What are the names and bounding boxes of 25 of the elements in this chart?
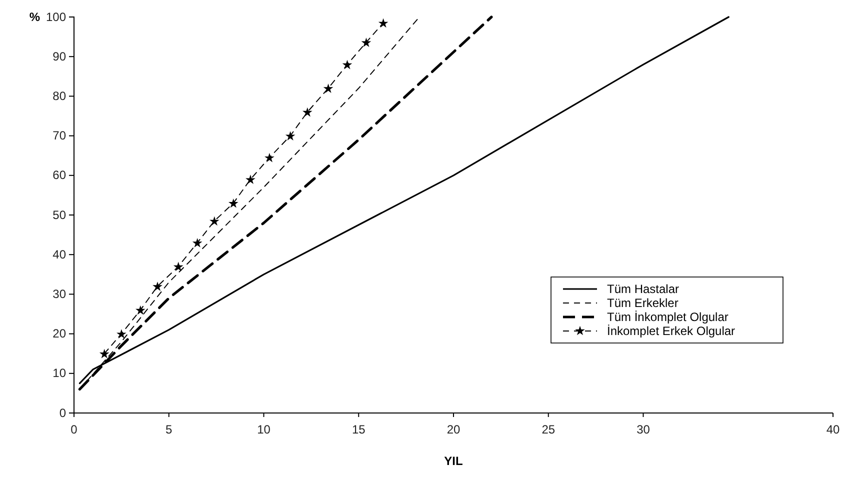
y-tick-label: 30 — [52, 287, 66, 302]
y-tick-label: 90 — [52, 49, 66, 64]
y-tick-label: 40 — [52, 247, 66, 262]
x-tick-label: 5 — [166, 422, 173, 437]
legend-label: Tüm Erkekler — [607, 296, 678, 310]
x-tick-label: 0 — [70, 422, 78, 437]
x-axis-title: YIL — [444, 454, 463, 468]
x-tick-label: 10 — [257, 422, 271, 437]
y-tick-label: 20 — [52, 326, 66, 341]
y-tick-label: 70 — [52, 128, 66, 143]
y-tick-label: 80 — [52, 89, 66, 104]
x-tick-label: 40 — [826, 422, 840, 437]
x-tick-label: 15 — [352, 422, 366, 437]
y-axis-title: % — [29, 10, 40, 24]
y-tick-label: 10 — [52, 366, 66, 380]
legend-label: Tüm Hastalar — [607, 282, 680, 296]
x-tick-label: 25 — [542, 422, 556, 437]
y-tick-label: 100 — [46, 10, 66, 24]
y-tick-label: 60 — [52, 168, 66, 182]
legend-label: İnkomplet Erkek Olgular — [607, 324, 736, 338]
y-tick-label: 50 — [52, 208, 66, 222]
x-tick-label: 30 — [636, 422, 650, 437]
x-tick-label: 20 — [446, 422, 460, 437]
legend-label: Tüm İnkomplet Olgular — [607, 310, 728, 324]
y-tick-label: 0 — [59, 406, 66, 420]
